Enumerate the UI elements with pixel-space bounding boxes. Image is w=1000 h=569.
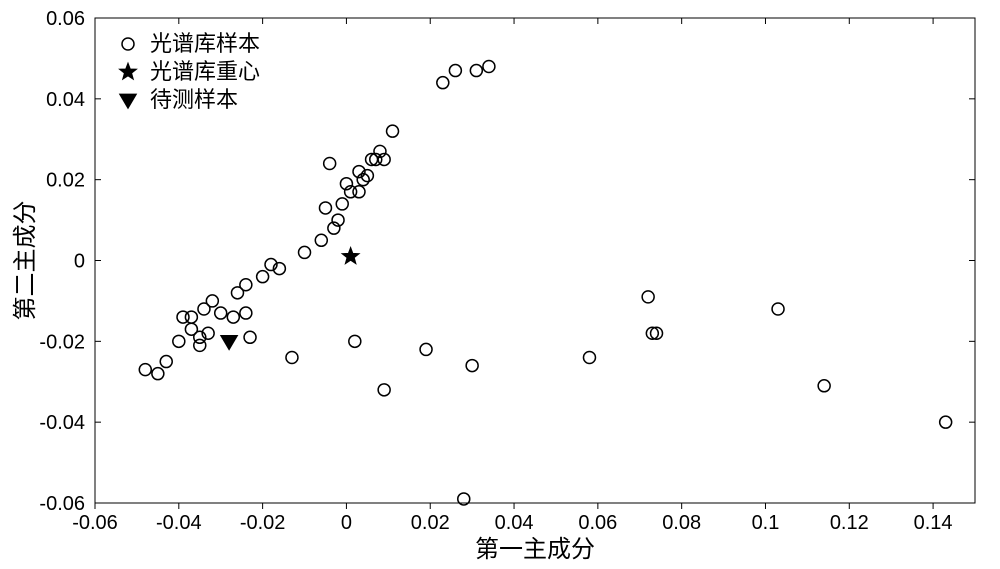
y-tick-label: 0.04 [46,89,85,111]
chart-container: -0.06 -0.04 -0.02 0 0.02 0.04 0.06 0.08 0.1 0.12 0… [0,0,1000,569]
series-test_sample [221,335,238,349]
x-tick-label: 0.1 [752,512,780,534]
point-library_samples [299,246,311,258]
point-library_samples [483,61,495,73]
x-tick-label: 0.08 [662,512,701,534]
point-library_samples [324,158,336,170]
point-library_samples [227,311,239,323]
y-tick-label: -0.04 [39,412,85,434]
point-library_samples [437,77,449,89]
point-library_samples [319,202,331,214]
series-library_samples [139,61,951,505]
scatter-chart: -0.06 -0.04 -0.02 0 0.02 0.04 0.06 0.08 0.1 0.12 0… [0,0,1000,569]
y-axis-label: 第二主成分 [12,201,39,321]
point-library_samples [940,416,952,428]
x-tick-label: 0.14 [914,512,953,534]
legend-label-library_centroid: 光谱库重心 [150,59,260,84]
point-library_samples [642,291,654,303]
y-tick-label: -0.06 [39,493,85,515]
x-tick-label: 0.02 [411,512,450,534]
series-library_centroid [342,247,359,263]
point-library_samples [152,368,164,380]
point-library_samples [420,343,432,355]
point-library_samples [449,65,461,77]
point-library_samples [583,352,595,364]
x-tick-label: 0.12 [830,512,869,534]
point-library_samples [185,311,197,323]
point-library_samples [240,279,252,291]
legend-label-library_samples: 光谱库样本 [150,31,260,56]
point-library_samples [818,380,830,392]
point-library_samples [160,356,172,368]
point-library_samples [470,65,482,77]
legend-label-test_sample: 待测样本 [150,87,238,112]
point-library_samples [315,234,327,246]
x-tick-label: -0.02 [240,512,286,534]
point-library_samples [257,271,269,283]
x-tick-label: -0.04 [156,512,202,534]
legend-marker-test_sample [120,94,137,108]
legend-marker-library_samples [122,38,134,50]
y-tick-label: -0.02 [39,331,85,353]
point-library_centroid [342,247,359,263]
y-tick-label: 0 [74,251,85,273]
y-tick-label: 0.06 [46,8,85,30]
point-library_samples [286,352,298,364]
point-library_samples [244,331,256,343]
point-library_samples [215,307,227,319]
point-library_samples [206,295,218,307]
point-library_samples [336,198,348,210]
legend-marker-library_centroid [119,63,136,79]
point-test_sample [221,335,238,349]
x-tick-label: 0.04 [495,512,534,534]
point-library_samples [194,339,206,351]
x-axis-label: 第一主成分 [475,536,595,563]
x-tick-label: 0.06 [578,512,617,534]
y-tick-label: 0.02 [46,170,85,192]
x-tick-label: -0.06 [72,512,118,534]
point-library_samples [353,186,365,198]
x-tick-label: 0 [341,512,352,534]
point-library_samples [466,360,478,372]
legend: 光谱库样本光谱库重心待测样本 [119,31,260,112]
point-library_samples [173,335,185,347]
point-library_samples [378,384,390,396]
point-library_samples [240,307,252,319]
point-library_samples [349,335,361,347]
point-library_samples [139,364,151,376]
point-library_samples [387,125,399,137]
point-library_samples [772,303,784,315]
